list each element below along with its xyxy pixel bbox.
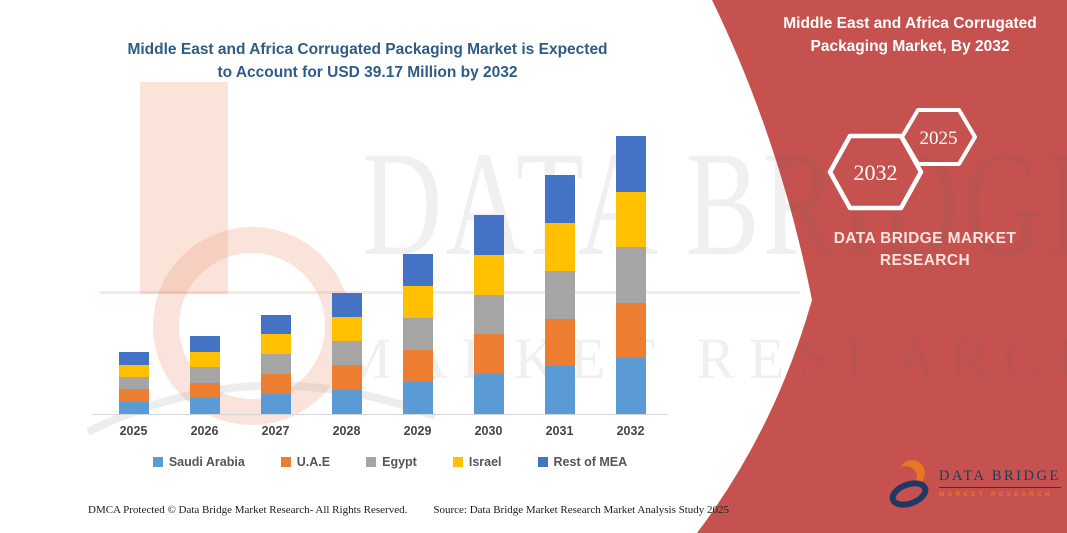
x-axis-line <box>93 414 667 415</box>
bar-stack-2028 <box>331 292 362 414</box>
bar-segment-u-a-e-2030 <box>473 334 504 375</box>
bar-column-2029 <box>382 134 453 414</box>
bar-segment-saudi-arabia-2029 <box>402 382 433 414</box>
bar-segment-israel-2032 <box>615 191 646 248</box>
chart-legend: Saudi Arabia U.A.E Egypt Israel Rest of MEA <box>40 455 740 469</box>
bar-segment-u-a-e-2031 <box>544 318 575 367</box>
x-axis-label-2026: 2026 <box>190 424 219 438</box>
bar-segment-rest-of-mea-2027 <box>260 314 291 335</box>
legend-swatch-icon <box>537 457 548 467</box>
bar-segment-u-a-e-2028 <box>331 365 362 390</box>
bar-segment-rest-of-mea-2028 <box>331 292 362 317</box>
bar-segment-israel-2025 <box>118 364 149 377</box>
bar-segment-u-a-e-2025 <box>118 389 149 402</box>
watermark-b-stem <box>140 82 228 294</box>
x-axis-label-2029: 2029 <box>403 424 432 438</box>
bar-segment-saudi-arabia-2030 <box>473 374 504 414</box>
bar-segment-rest-of-mea-2025 <box>118 352 149 365</box>
legend-swatch-icon <box>280 457 291 467</box>
bar-stack-2030 <box>473 215 504 414</box>
bar-column-2032 <box>595 134 666 414</box>
bar-stack-2032 <box>615 135 646 414</box>
x-axis-label-2027: 2027 <box>261 424 290 438</box>
watermark-sub-text: MARKET RESEARCH <box>340 326 1067 391</box>
bar-segment-saudi-arabia-2025 <box>118 401 149 414</box>
plot-area <box>98 134 666 414</box>
bar-segment-rest-of-mea-2030 <box>473 215 504 255</box>
legend-label: Israel <box>468 455 502 469</box>
x-axis-labels: 2025 2026 2027 2028 2029 2030 2031 2032 <box>98 424 666 438</box>
bar-stack-2029 <box>402 254 433 414</box>
bar-column-2026 <box>169 134 240 414</box>
legend-label: Rest of MEA <box>553 455 628 469</box>
x-axis-label-2032: 2032 <box>616 424 645 438</box>
bar-segment-rest-of-mea-2031 <box>544 175 575 223</box>
bar-segment-rest-of-mea-2029 <box>402 254 433 287</box>
legend-item-saudi-arabia: Saudi Arabia <box>152 455 245 469</box>
legend-item-egypt: Egypt <box>366 455 417 469</box>
bar-segment-egypt-2025 <box>118 376 149 390</box>
bar-segment-egypt-2030 <box>473 294 504 335</box>
bar-segment-egypt-2029 <box>402 318 433 351</box>
bar-segment-israel-2029 <box>402 286 433 319</box>
footer-dmca-text: DMCA Protected © Data Bridge Market Rese… <box>88 504 408 516</box>
bar-segment-egypt-2026 <box>189 367 220 383</box>
chart-title: Middle East and Africa Corrugated Packag… <box>60 38 675 84</box>
footer: DMCA Protected © Data Bridge Market Rese… <box>88 504 730 516</box>
x-axis-label-2025: 2025 <box>119 424 148 438</box>
bar-segment-u-a-e-2032 <box>615 302 646 359</box>
bar-segment-saudi-arabia-2027 <box>260 394 291 414</box>
legend-item-u-a-e: U.A.E <box>280 455 331 469</box>
legend-item-rest-of-mea: Rest of MEA <box>537 455 628 469</box>
bar-segment-israel-2027 <box>260 334 291 355</box>
bar-column-2030 <box>453 134 524 414</box>
bar-column-2031 <box>524 134 595 414</box>
legend-label: U.A.E <box>296 455 331 469</box>
bar-segment-saudi-arabia-2031 <box>544 366 575 414</box>
chart-title-line1: Middle East and Africa Corrugated Packag… <box>127 41 608 58</box>
bar-segment-israel-2030 <box>473 254 504 295</box>
bar-segment-israel-2028 <box>331 316 362 342</box>
footer-source-text: Source: Data Bridge Market Research Mark… <box>433 504 730 516</box>
bar-stack-2025 <box>118 352 149 414</box>
bar-column-2028 <box>311 134 382 414</box>
legend-swatch-icon <box>152 457 163 467</box>
bar-segment-egypt-2032 <box>615 247 646 303</box>
bar-segment-saudi-arabia-2026 <box>189 398 220 414</box>
x-axis-label-2030: 2030 <box>474 424 503 438</box>
legend-label: Egypt <box>382 455 417 469</box>
bar-stack-2027 <box>260 314 291 414</box>
bar-segment-egypt-2031 <box>544 270 575 319</box>
x-axis-label-2028: 2028 <box>332 424 361 438</box>
x-axis-label-2031: 2031 <box>545 424 574 438</box>
bar-segment-rest-of-mea-2032 <box>615 135 646 192</box>
bar-segment-u-a-e-2026 <box>189 382 220 399</box>
bar-segment-saudi-arabia-2028 <box>331 389 362 414</box>
bar-column-2025 <box>98 134 169 414</box>
bar-segment-egypt-2028 <box>331 341 362 366</box>
bar-stack-2031 <box>544 175 575 414</box>
bar-segment-israel-2026 <box>189 351 220 368</box>
legend-item-israel: Israel <box>452 455 502 469</box>
bar-column-2027 <box>240 134 311 414</box>
bar-segment-egypt-2027 <box>260 354 291 375</box>
chart-title-line2: to Account for USD 39.17 Million by 2032 <box>217 64 518 81</box>
legend-swatch-icon <box>366 457 377 467</box>
watermark-accent-line <box>100 291 800 294</box>
bar-segment-rest-of-mea-2026 <box>189 335 220 352</box>
bar-segment-u-a-e-2027 <box>260 374 291 395</box>
bar-stack-2026 <box>189 335 220 414</box>
legend-swatch-icon <box>452 457 463 467</box>
bar-segment-saudi-arabia-2032 <box>615 358 646 414</box>
bar-segment-israel-2031 <box>544 223 575 271</box>
legend-label: Saudi Arabia <box>168 455 245 469</box>
bar-segment-u-a-e-2029 <box>402 350 433 383</box>
